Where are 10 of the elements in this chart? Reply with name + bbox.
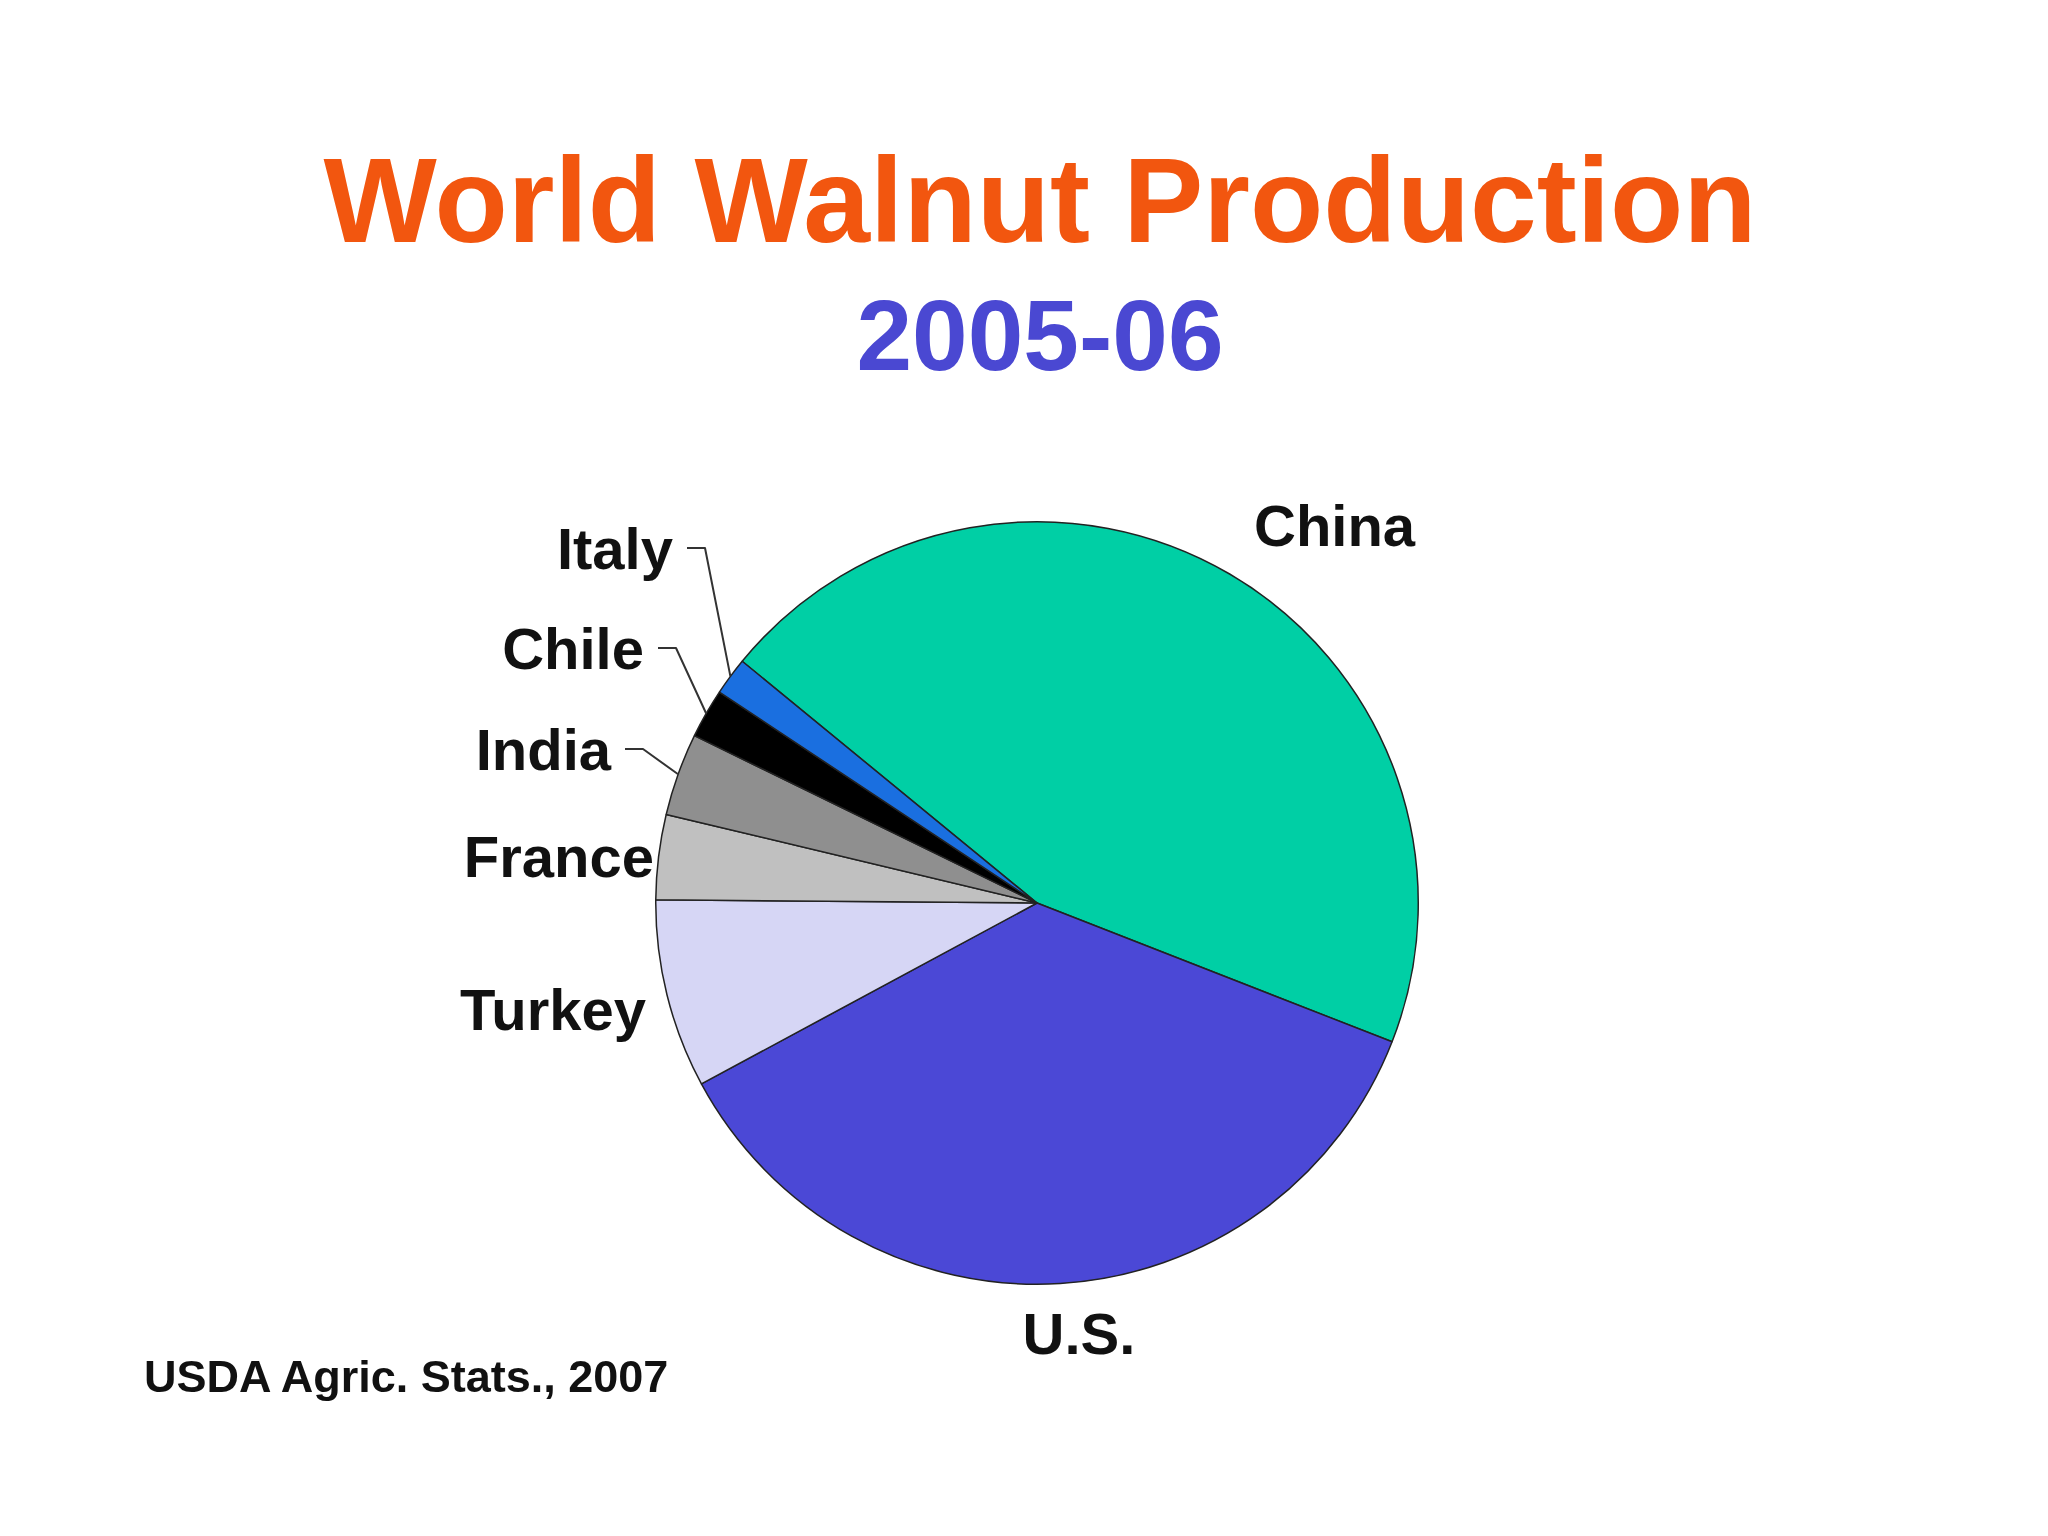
slice-label: Turkey: [460, 977, 646, 1042]
chart-title: World Walnut Production: [323, 133, 1757, 267]
slice-label: China: [1254, 493, 1416, 558]
slice-label: Chile: [502, 616, 644, 681]
text: USDA Agric. Stats., 2007: [144, 1351, 669, 1402]
slice-label: France: [463, 824, 654, 889]
slice-label: India: [475, 717, 612, 782]
slice-label: Italy: [556, 516, 673, 581]
chart-subtitle: 2005-06: [856, 279, 1224, 391]
slice-label: U.S.: [1022, 1301, 1136, 1366]
